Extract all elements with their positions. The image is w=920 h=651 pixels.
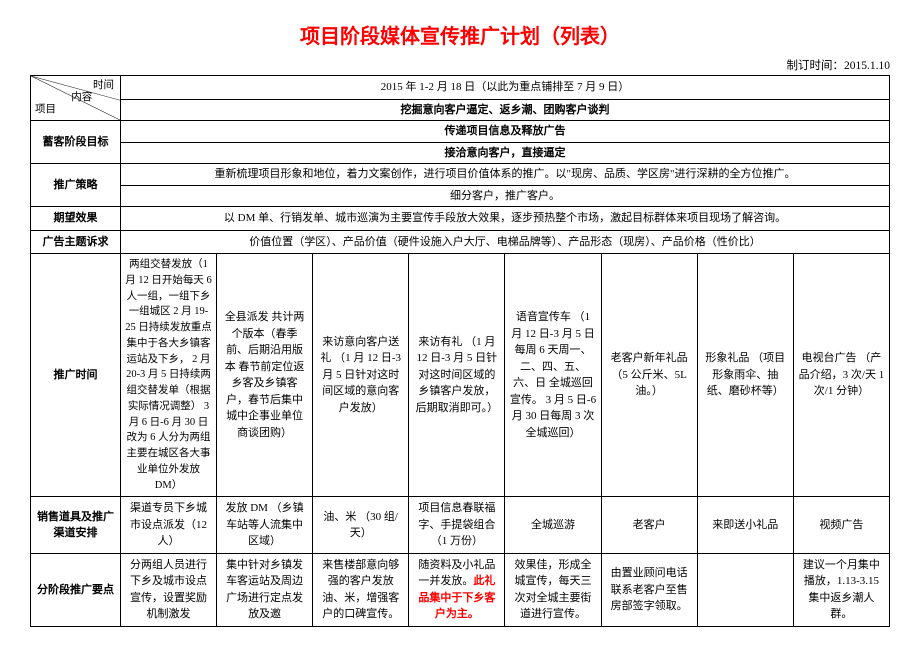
pt-c1: 两组交替发放（1 月 12 日开始每天 6 人一组，一组下乡一组城区 2 月 1… xyxy=(121,254,217,497)
t-c4: 项目信息春联福字、手提袋组合（1 万份） xyxy=(409,497,505,554)
label-strategy: 推广策略 xyxy=(31,164,121,207)
t-c6: 老客户 xyxy=(601,497,697,554)
date-line: 制订时间：2015.1.10 xyxy=(30,57,890,73)
period-cell: 2015 年 1-2 月 18 日（以此为重点铺排至 7 月 9 日） xyxy=(121,76,890,100)
k-c6: 由置业顾问电话联系老客户至售房部签字领取。 xyxy=(601,553,697,626)
k-c5: 效果佳，形成全城宣传，每天三次对全城主要街道进行宣传。 xyxy=(505,553,601,626)
goal-l1: 传递项目信息及释放广告 xyxy=(121,121,890,143)
strategy-l1: 重新梳理项目形象和地位，着力文案创作，进行项目价值体系的推广。以"现房、品质、学… xyxy=(121,164,890,186)
t-c5: 全城巡游 xyxy=(505,497,601,554)
diag-time: 时间 xyxy=(93,78,114,94)
t-c8: 视频广告 xyxy=(793,497,889,554)
label-promotime: 推广时间 xyxy=(31,254,121,497)
k-c8: 建议一个月集中播放，1.13-3.15 集中返乡潮人群。 xyxy=(793,553,889,626)
strategy-l2: 细分客户，推广客户。 xyxy=(121,185,890,207)
pt-c3: 来访意向客户送礼 （1 月 12 日-3 月 5 日针对这时间区域的意向客户发放… xyxy=(313,254,409,497)
page-title: 项目阶段媒体宣传推广计划（列表） xyxy=(30,20,890,49)
k-c3: 来售楼部意向够强的客户发放油、米，增强客户的口碑宣传。 xyxy=(313,553,409,626)
header-row2: 挖掘意向客户逼定、返乡潮、团购客户谈判 xyxy=(121,99,890,121)
label-tools: 销售道具及推广渠道安排 xyxy=(31,497,121,554)
t-c1: 渠道专员下乡城市设点派发（12 人） xyxy=(121,497,217,554)
pt-c5: 语音宣传车 （1 月 12 日-3 月 5 日每周 6 天周一、二、四、五、六、… xyxy=(505,254,601,497)
k-c1: 分两组人员进行下乡及城市设点宣传，设置奖励机制激发 xyxy=(121,553,217,626)
pt-c6: 老客户新年礼品 （5 公斤米、5L 油。） xyxy=(601,254,697,497)
plan-table: 时间 内容 项目 2015 年 1-2 月 18 日（以此为重点铺排至 7 月 … xyxy=(30,75,890,627)
k-c2: 集中针对乡镇发车客运站及周边广场进行定点发放及邀 xyxy=(217,553,313,626)
k-c4: 随资料及小礼品一并发放。此礼品集中于下乡客户为主。 xyxy=(409,553,505,626)
label-keypoint: 分阶段推广要点 xyxy=(31,553,121,626)
pt-c7: 形象礼品 （项目形象雨伞、抽纸、磨砂杯等） xyxy=(697,254,793,497)
pt-c8: 电视台广告 （产品介绍，3 次/天 1 次/1 分钟） xyxy=(793,254,889,497)
pt-c2: 全县派发 共计两个版本（春季前、后期沿用版本 春节前定位返乡客及乡镇客户，春节后… xyxy=(217,254,313,497)
t-c7: 来即送小礼品 xyxy=(697,497,793,554)
t-c3: 油、米 （30 组/天） xyxy=(313,497,409,554)
diag-content: 内容 xyxy=(71,90,92,106)
effect-cell: 以 DM 单、行销发单、城市巡演为主要宣传手段放大效果，逐步预热整个市场，激起目… xyxy=(121,207,890,231)
k-c7 xyxy=(697,553,793,626)
diag-project: 项目 xyxy=(35,102,56,118)
label-effect: 期望效果 xyxy=(31,207,121,231)
goal-l2: 接洽意向客户，直接逼定 xyxy=(121,142,890,164)
diag-header: 时间 内容 项目 xyxy=(31,76,121,121)
label-goal: 蓄客阶段目标 xyxy=(31,121,121,164)
theme-cell: 价值位置（学区）、产品价值（硬件设施入户大厅、电梯品牌等）、产品形态（现房）、产… xyxy=(121,230,890,254)
pt-c4: 来访有礼 （1 月 12 日-3 月 5 日针对这时间区域的乡镇客户发放，后期取… xyxy=(409,254,505,497)
label-theme: 广告主题诉求 xyxy=(31,230,121,254)
t-c2: 发放 DM （乡镇车站等人流集中区域） xyxy=(217,497,313,554)
